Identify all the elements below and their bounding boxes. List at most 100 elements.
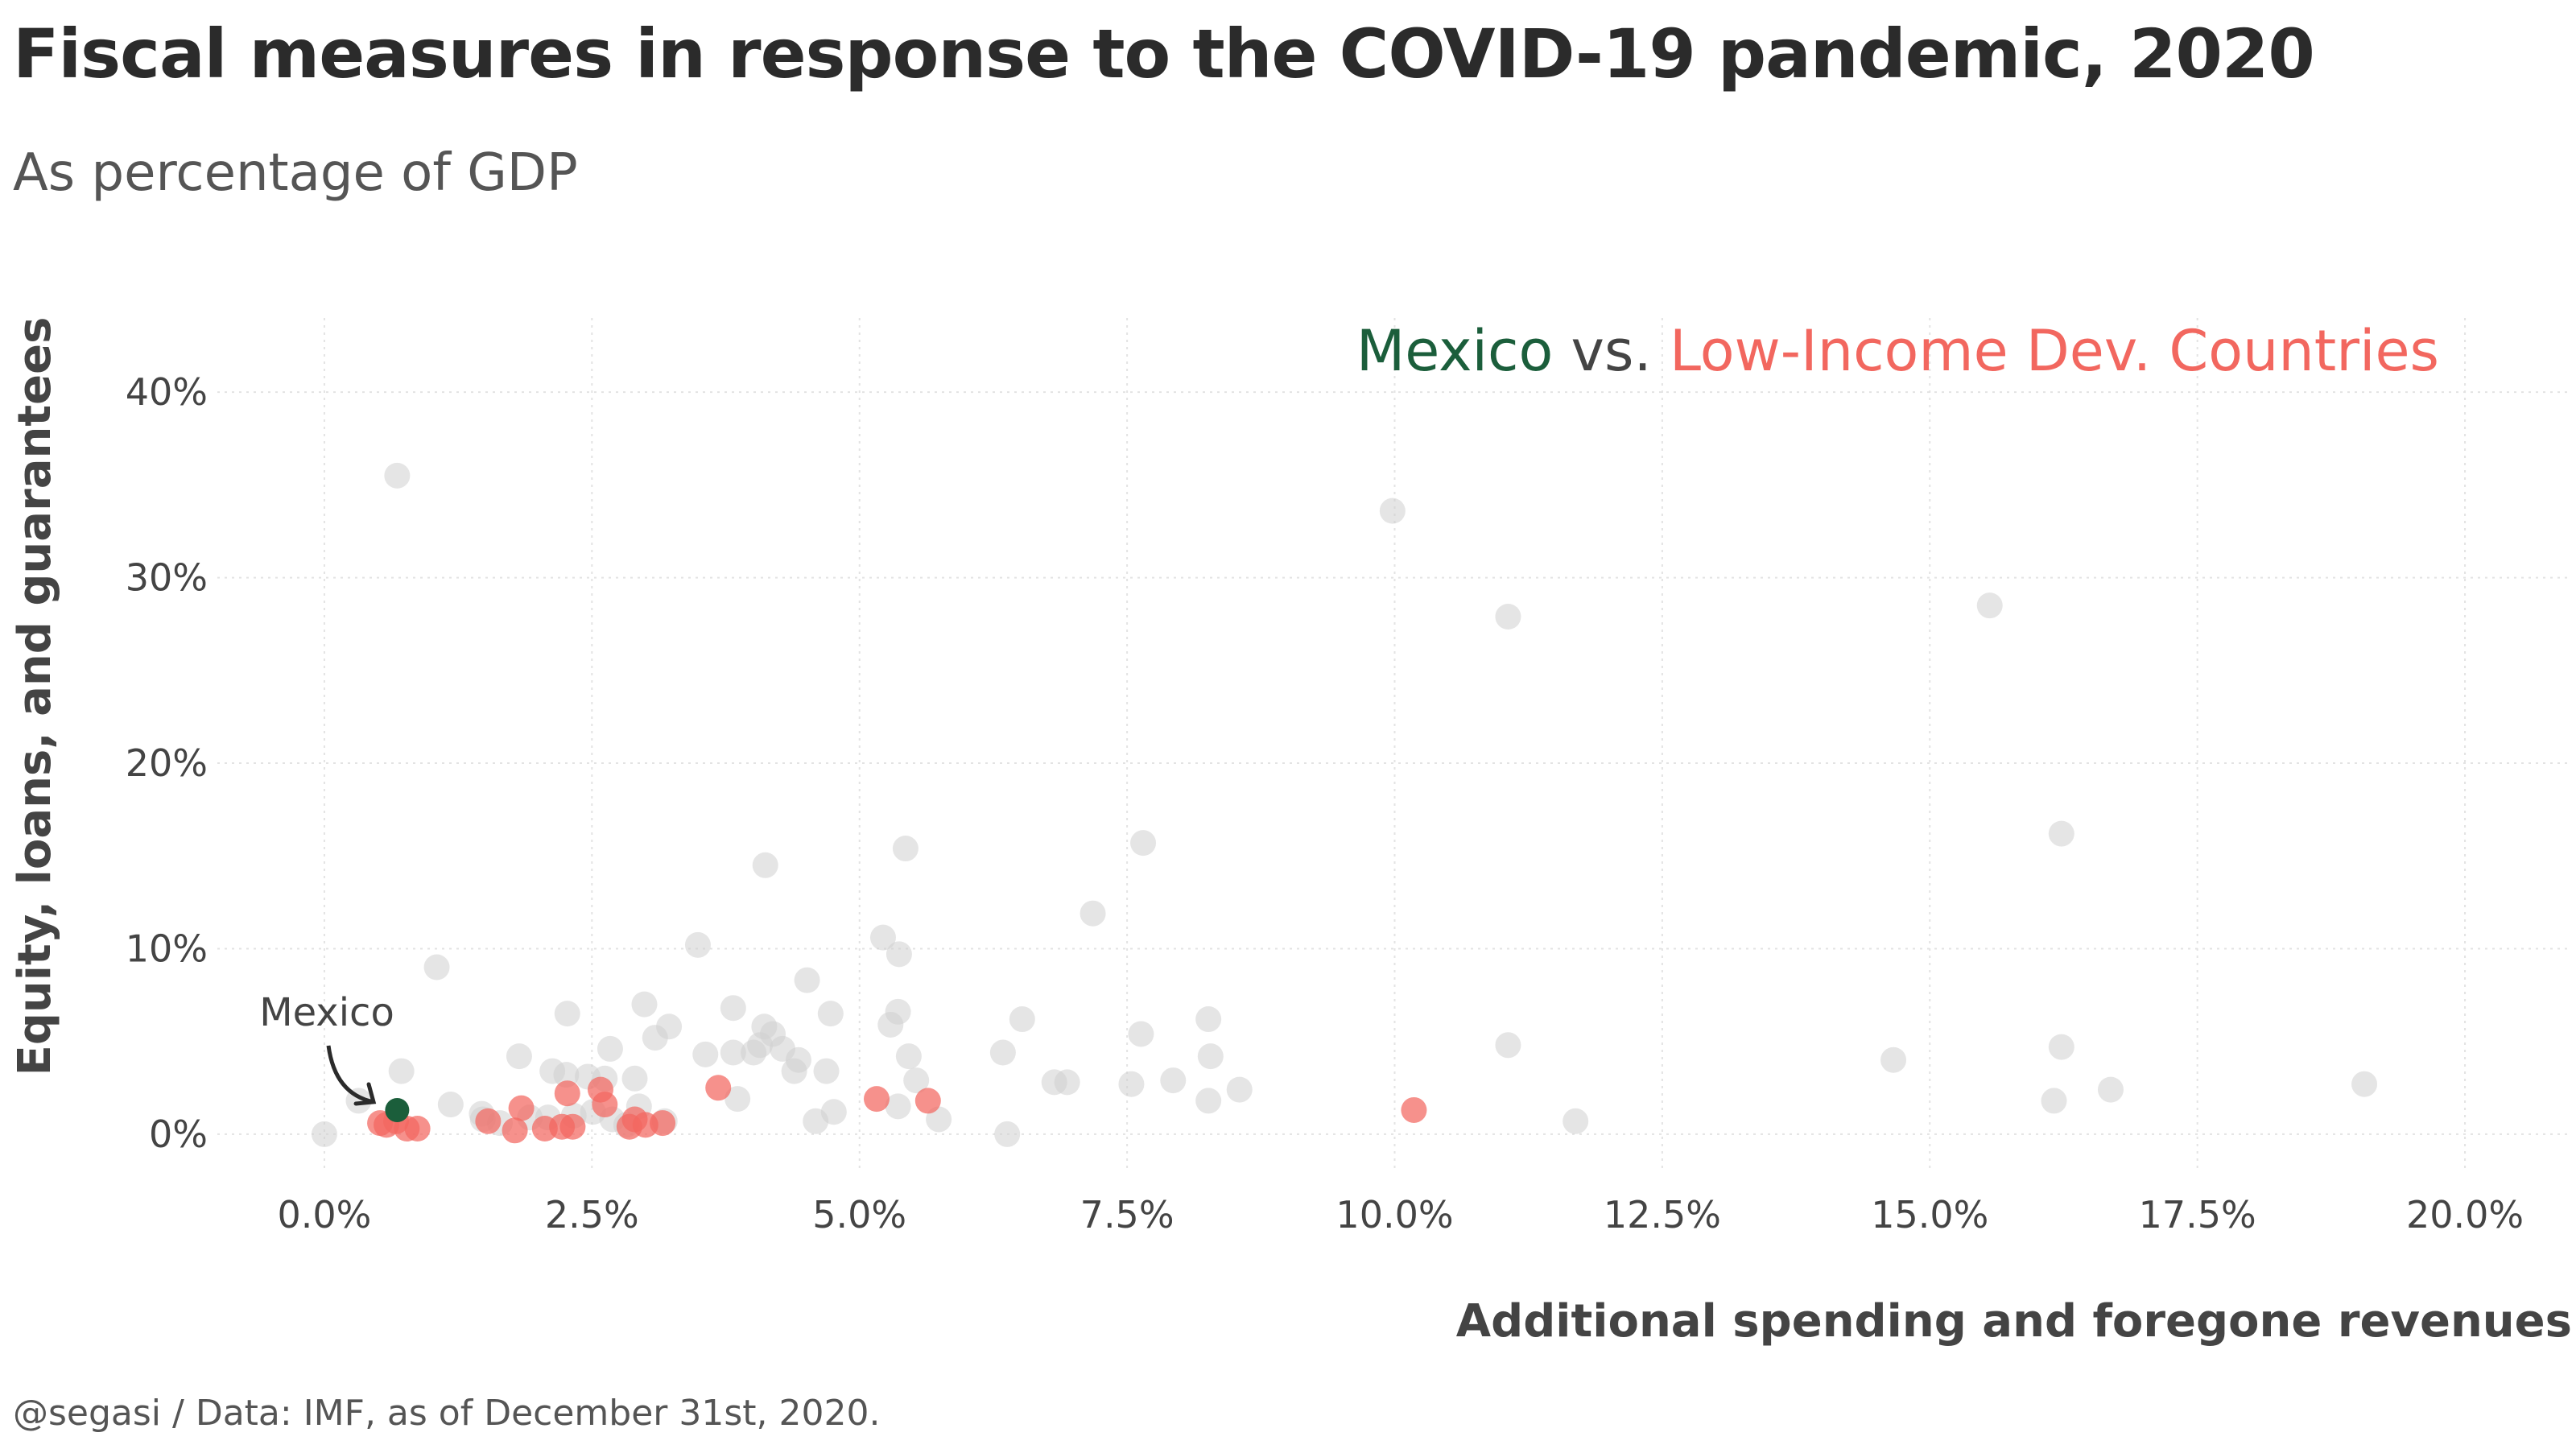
annotation-arrowhead: [353, 1082, 377, 1106]
annotation-arrow: [326, 1045, 374, 1104]
scatter-point-others: [781, 1058, 807, 1084]
scatter-point-low-income: [404, 1116, 431, 1141]
x-tick-label: 12.5%: [1604, 1193, 1721, 1236]
chart-title: Fiscal measures in response to the COVID…: [13, 14, 2315, 93]
scatter-point-others: [554, 1001, 580, 1027]
scatter-point-others: [817, 1001, 844, 1027]
scatter-point-others: [1160, 1067, 1187, 1094]
scatter-point-low-income: [914, 1088, 941, 1114]
scatter-point-others: [597, 1035, 623, 1062]
scatter-point-others: [2097, 1076, 2124, 1103]
scatter-point-low-income: [1401, 1096, 1427, 1123]
scatter-point-others: [989, 1039, 1016, 1066]
scatter-point-others: [1118, 1071, 1145, 1097]
scatter-point-low-income: [554, 1080, 580, 1107]
scatter-point-others: [1379, 497, 1406, 524]
y-tick-label: 20%: [126, 741, 208, 785]
scatter-point-others: [1563, 1108, 1589, 1134]
scatter-point-others: [423, 954, 450, 980]
scatter-point-others: [741, 1039, 767, 1066]
scatter-point-low-income: [508, 1095, 535, 1121]
chart-caption: @segasi / Data: IMF, as of December 31st…: [13, 1393, 881, 1434]
scatter-point-low-income: [592, 1092, 618, 1118]
scatter-point-others: [642, 1025, 668, 1051]
scatter-point-low-income: [475, 1108, 502, 1134]
scatter-point-others: [2351, 1071, 2378, 1097]
scatter-point-others: [803, 1108, 829, 1134]
scatter-point-others: [506, 1043, 532, 1070]
scatter-point-others: [724, 1086, 751, 1113]
x-tick-label: 10.0%: [1335, 1193, 1453, 1236]
scatter-point-others: [1130, 830, 1157, 857]
scatter-point-others: [388, 1058, 415, 1084]
x-tick-label: 17.5%: [2139, 1193, 2256, 1236]
legend: Mexico vs. Low-Income Dev. Countries: [1356, 318, 2439, 384]
y-tick-label: 30%: [126, 556, 208, 600]
scatter-point-low-income: [650, 1110, 676, 1137]
scatter-point-others: [1880, 1046, 1907, 1073]
scatter-point-others: [892, 836, 919, 862]
scatter-point-others: [720, 1039, 746, 1066]
scatter-point-others: [752, 852, 778, 878]
x-tick-label: 5.0%: [812, 1193, 906, 1236]
y-tick-label: 0%: [149, 1113, 208, 1156]
scatter-point-others: [1054, 1069, 1080, 1096]
scatter-point-low-income: [559, 1113, 586, 1140]
scatter-point-others: [794, 967, 820, 993]
mexico-annotation-label: Mexico: [259, 990, 394, 1035]
scatter-point-others: [2041, 1088, 2067, 1114]
x-axis-ticks: 0.0% 2.5% 5.0% 7.5% 10.0% 12.5% 15.0% 17.5% 20.0…: [278, 1193, 2524, 1236]
scatter-point-others: [1495, 604, 1521, 630]
x-tick-label: 0.0%: [278, 1193, 372, 1236]
legend-item: Mexico: [1356, 318, 1553, 384]
x-tick-label: 2.5%: [545, 1193, 639, 1236]
legend-item: vs.: [1553, 318, 1670, 384]
x-tick-label: 7.5%: [1080, 1193, 1174, 1236]
x-tick-label: 20.0%: [2406, 1193, 2524, 1236]
scatter-point-others: [1197, 1043, 1224, 1070]
scatter-point-others: [384, 462, 411, 489]
scatter-point-others: [885, 1093, 911, 1120]
scatter-point-others: [692, 1041, 719, 1067]
scatter-point-others: [1195, 1006, 1222, 1033]
scatter-point-others: [437, 1092, 464, 1118]
scatter-point-low-income: [705, 1075, 732, 1101]
scatter-point-others: [869, 924, 896, 951]
scatter-point-others: [720, 995, 746, 1022]
scatter-point-others: [1195, 1088, 1222, 1114]
scatter-point-others: [1226, 1076, 1253, 1103]
scatter-point-others: [1128, 1021, 1154, 1047]
legend-item: Low-Income Dev. Countries: [1670, 318, 2439, 384]
scatter-point-others: [311, 1121, 337, 1147]
scatter-point-mexico: [385, 1097, 410, 1122]
chart-subtitle: As percentage of GDP: [13, 143, 578, 203]
x-tick-label: 15.0%: [1871, 1193, 1988, 1236]
scatter-point-others: [553, 1062, 580, 1088]
data-points: [311, 462, 2378, 1147]
y-axis-title: Equity, loans, and guarantees: [9, 317, 61, 1076]
scatter-point-others: [621, 1065, 648, 1092]
scatter-point-others: [813, 1058, 840, 1084]
scatter-point-others: [1080, 900, 1106, 927]
y-tick-label: 10%: [126, 927, 208, 970]
scatter-point-others: [1009, 1006, 1035, 1033]
y-axis-ticks: 0% 10% 20% 30% 40%: [126, 370, 208, 1156]
scatter-point-others: [903, 1067, 930, 1094]
scatter-point-others: [877, 1011, 904, 1038]
scatter-point-others: [631, 991, 658, 1018]
x-axis-title: Additional spending and foregone revenue…: [1456, 1295, 2572, 1348]
scatter-point-others: [684, 931, 711, 958]
scatter-point-low-income: [864, 1086, 890, 1113]
scatter-point-others: [2048, 1034, 2074, 1060]
scatter-point-others: [886, 941, 912, 968]
scatter-point-others: [2048, 820, 2074, 847]
scatter-point-others: [994, 1121, 1021, 1147]
mexico-annotation: Mexico: [259, 990, 394, 1106]
scatter-point-others: [1495, 1032, 1521, 1059]
grid-layer: [217, 318, 2572, 1171]
scatter-point-low-income: [502, 1117, 528, 1144]
y-tick-label: 40%: [126, 370, 208, 414]
scatter-point-others: [1976, 592, 2003, 619]
scatter-point-others: [895, 1043, 922, 1070]
